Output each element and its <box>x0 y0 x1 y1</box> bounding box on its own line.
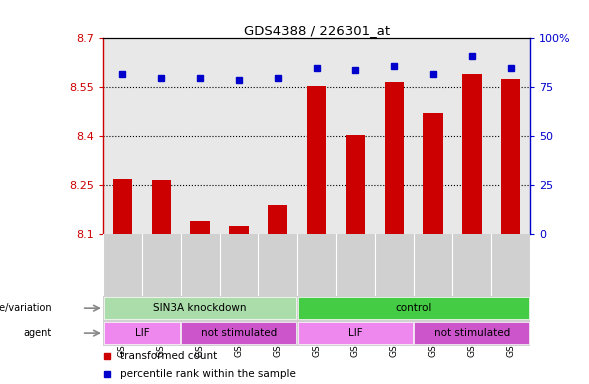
Text: control: control <box>395 303 432 313</box>
Bar <box>151 180 171 234</box>
Text: SIN3A knockdown: SIN3A knockdown <box>153 303 247 313</box>
Bar <box>415 322 530 344</box>
Bar <box>307 86 326 234</box>
Text: genotype/variation: genotype/variation <box>0 303 52 313</box>
Bar <box>346 135 365 234</box>
Bar <box>298 297 530 319</box>
Title: GDS4388 / 226301_at: GDS4388 / 226301_at <box>243 24 390 37</box>
Text: agent: agent <box>24 328 52 338</box>
Bar <box>181 322 296 344</box>
Text: transformed count: transformed count <box>120 351 217 361</box>
Text: percentile rank within the sample: percentile rank within the sample <box>120 369 296 379</box>
Bar <box>104 322 180 344</box>
Bar <box>462 74 482 234</box>
Bar <box>268 205 287 234</box>
Bar <box>229 226 249 234</box>
Bar <box>501 79 521 234</box>
Bar <box>104 297 296 319</box>
Text: not stimulated: not stimulated <box>201 328 277 338</box>
Bar <box>190 221 210 234</box>
Bar <box>423 113 443 234</box>
Bar <box>385 83 404 234</box>
Bar <box>112 179 132 234</box>
Text: LIF: LIF <box>348 328 363 338</box>
Text: not stimulated: not stimulated <box>434 328 510 338</box>
Bar <box>298 322 413 344</box>
Text: LIF: LIF <box>134 328 149 338</box>
